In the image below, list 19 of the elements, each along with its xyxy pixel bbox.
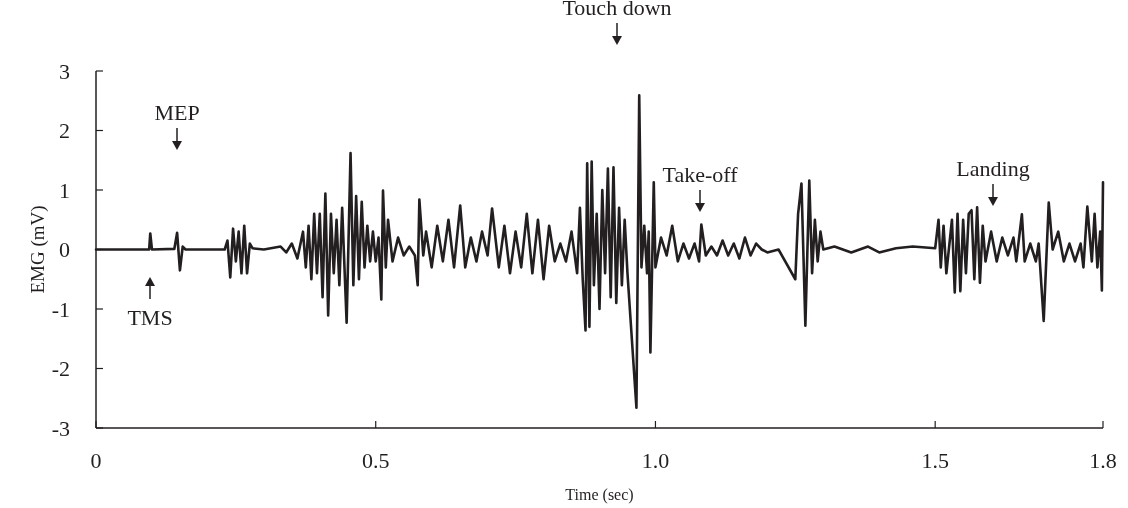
x-tick-label: 1.8 (1089, 448, 1117, 473)
x-tick-label: 1.5 (921, 448, 949, 473)
x-tick-label: 0 (90, 448, 102, 473)
y-axis-title: EMG (mV) (27, 205, 49, 294)
y-tick-label: 1 (59, 177, 70, 203)
annotation: TMS (127, 305, 173, 330)
annotation: Landing (956, 156, 1030, 181)
y-tick-label: -2 (51, 356, 70, 382)
x-tick-label: 1.0 (641, 448, 670, 473)
y-tick-label: 3 (59, 58, 70, 84)
annotation: Take-off (662, 162, 739, 187)
x-axis-title: Time (sec) (565, 486, 634, 504)
y-tick-label: 0 (59, 237, 70, 263)
y-tick-label: -3 (51, 415, 70, 441)
x-tick-label: 0.5 (361, 448, 390, 473)
annotation: MEP (154, 100, 200, 125)
y-tick-label: 2 (59, 118, 70, 144)
text: Touch down (562, 0, 672, 20)
y-tick-label: -1 (51, 296, 70, 322)
